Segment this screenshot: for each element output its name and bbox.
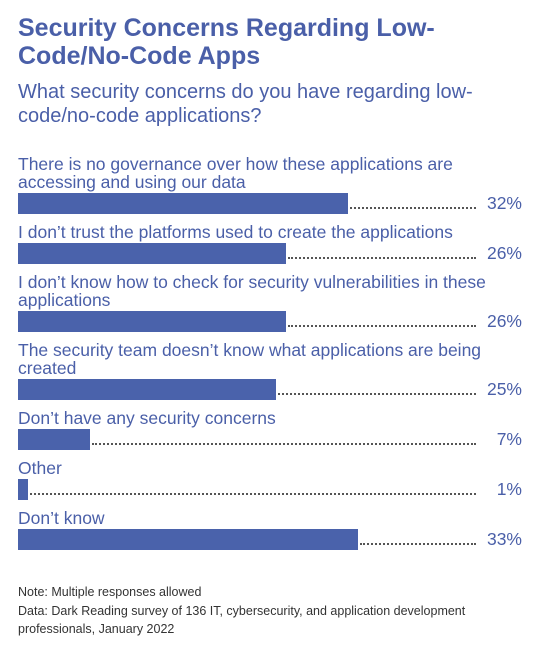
bars: There is no governance over how these ap… — [18, 155, 522, 559]
category-label: Other — [18, 458, 62, 478]
bar-row: There is no governance over how these ap… — [18, 155, 522, 214]
category-label: There is no governance over how these ap… — [18, 154, 453, 192]
value-label: 26% — [486, 311, 522, 331]
chart-title: Security Concerns Regarding Low-Code/No-… — [18, 14, 435, 70]
bar — [18, 243, 286, 264]
bar-line: 32% — [18, 193, 522, 214]
leader-line — [287, 257, 476, 259]
bar — [18, 529, 358, 550]
value-label: 25% — [486, 379, 522, 399]
value-label: 33% — [486, 529, 522, 549]
bar-line: 26% — [18, 311, 522, 332]
category-label: Don’t have any security concerns — [18, 408, 276, 428]
leader-line — [92, 443, 476, 445]
bar-row: Don’t have any security concerns 7% — [18, 409, 522, 450]
bar — [18, 429, 91, 450]
leader-line — [349, 207, 476, 209]
bar-row: The security team doesn’t know what appl… — [18, 341, 522, 400]
category-label: I don’t trust the platforms used to crea… — [18, 222, 453, 242]
bar — [18, 379, 276, 400]
note: Note: Multiple responses allowed — [18, 585, 202, 599]
category-label: I don’t know how to check for security v… — [18, 272, 486, 310]
leader-line — [359, 543, 476, 545]
chart-subtitle: What security concerns do you have regar… — [18, 81, 473, 127]
bar-row: Don’t know 33% — [18, 509, 522, 550]
leader-line — [277, 393, 476, 395]
value-label: 1% — [496, 479, 522, 499]
bar — [18, 479, 29, 500]
bar-line: 26% — [18, 243, 522, 264]
note: Data: Dark Reading survey of 136 IT, cyb… — [18, 603, 466, 637]
leader-line — [287, 325, 476, 327]
category-label: Don’t know — [18, 508, 105, 528]
bar — [18, 311, 286, 332]
bar-row: I don’t know how to check for security v… — [18, 273, 522, 332]
bar-row: I don’t trust the platforms used to crea… — [18, 223, 522, 264]
bar-row: Other 1% — [18, 459, 522, 500]
value-label: 32% — [486, 193, 522, 213]
bar — [18, 193, 348, 214]
bar-line: 25% — [18, 379, 522, 400]
notes: Note: Multiple responses allowed Data: Da… — [18, 583, 468, 639]
category-label: The security team doesn’t know what appl… — [18, 340, 482, 378]
bar-line: 7% — [18, 429, 522, 450]
bar-line: 1% — [18, 479, 522, 500]
leader-line — [30, 493, 476, 495]
value-label: 26% — [486, 243, 522, 263]
bar-line: 33% — [18, 529, 522, 550]
value-label: 7% — [496, 429, 522, 449]
